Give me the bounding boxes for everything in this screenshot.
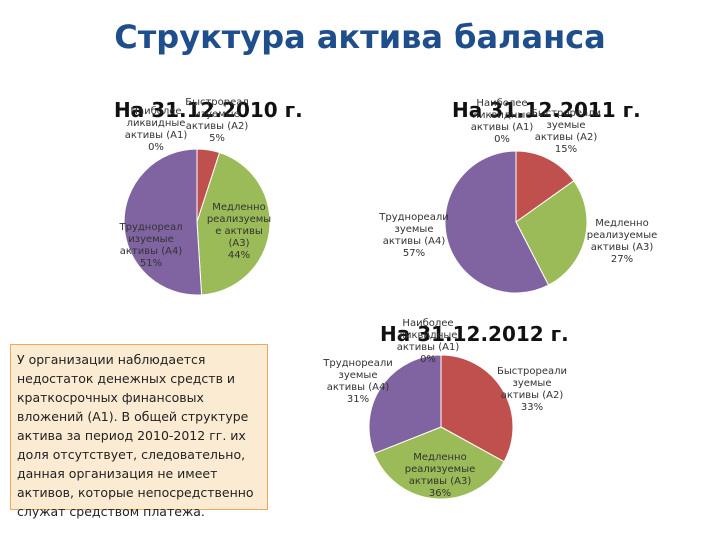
pie-2010-label-a3: Медленно реализуемы е активы (А3) 44% <box>206 202 272 261</box>
pie-2010-label-a4: Труднореал изуемые активы (А4) 51% <box>119 222 183 269</box>
pie-2012-label-a4: Труднореали зуемые активы (А4) 31% <box>323 358 393 405</box>
pie-2011-label-a1: Наиболее ликвидные активы (А1) 0% <box>470 98 534 145</box>
pie-2012-slice-a3 <box>373 426 505 500</box>
pie-2010-slice-a4 <box>123 148 203 296</box>
pie-2012-label-a1: Наиболее ликвидные активы (А1) 0% <box>396 318 460 365</box>
pie-2010-slice-a3 <box>196 151 271 296</box>
pie-2012-label-a2: Быстрореали зуемые активы (А2) 33% <box>496 366 568 413</box>
pie-2011-label-a3: Медленно реализуемые активы (А3) 27% <box>586 218 658 265</box>
pie-2011-slice-a4 <box>444 150 550 294</box>
pie-2010-label-a2: Быстрореал изуемые активы (А2) 5% <box>185 97 249 144</box>
pie-2012-slice-a4 <box>368 354 442 455</box>
chart-title-2012: На 31.12.2012 г. <box>380 322 569 346</box>
pie-2010-label-a1: Наиболее ликвидные активы (А1) 0% <box>124 106 188 153</box>
conclusion-textbox: У организации наблюдается недостаток ден… <box>10 344 268 519</box>
chart-title-2010: На 31.12.2010 г. <box>114 98 303 122</box>
pie-2011-slice-a2 <box>515 150 575 223</box>
chart-title-2011: На 31.12.2011 г. <box>452 98 641 122</box>
pie-2012-slice-a2 <box>440 354 514 463</box>
page-title: Структура актива баланса <box>114 18 606 56</box>
pie-2011-label-a4: Труднореали зуемые активы (А4) 57% <box>379 212 449 259</box>
pie-2011-slice-a3 <box>515 180 588 286</box>
pie-2011-label-a2: Быстрореали зуемые активы (А2) 15% <box>530 108 602 155</box>
pie-2012-label-a3: Медленно реализуемые активы (А3) 36% <box>404 452 476 499</box>
